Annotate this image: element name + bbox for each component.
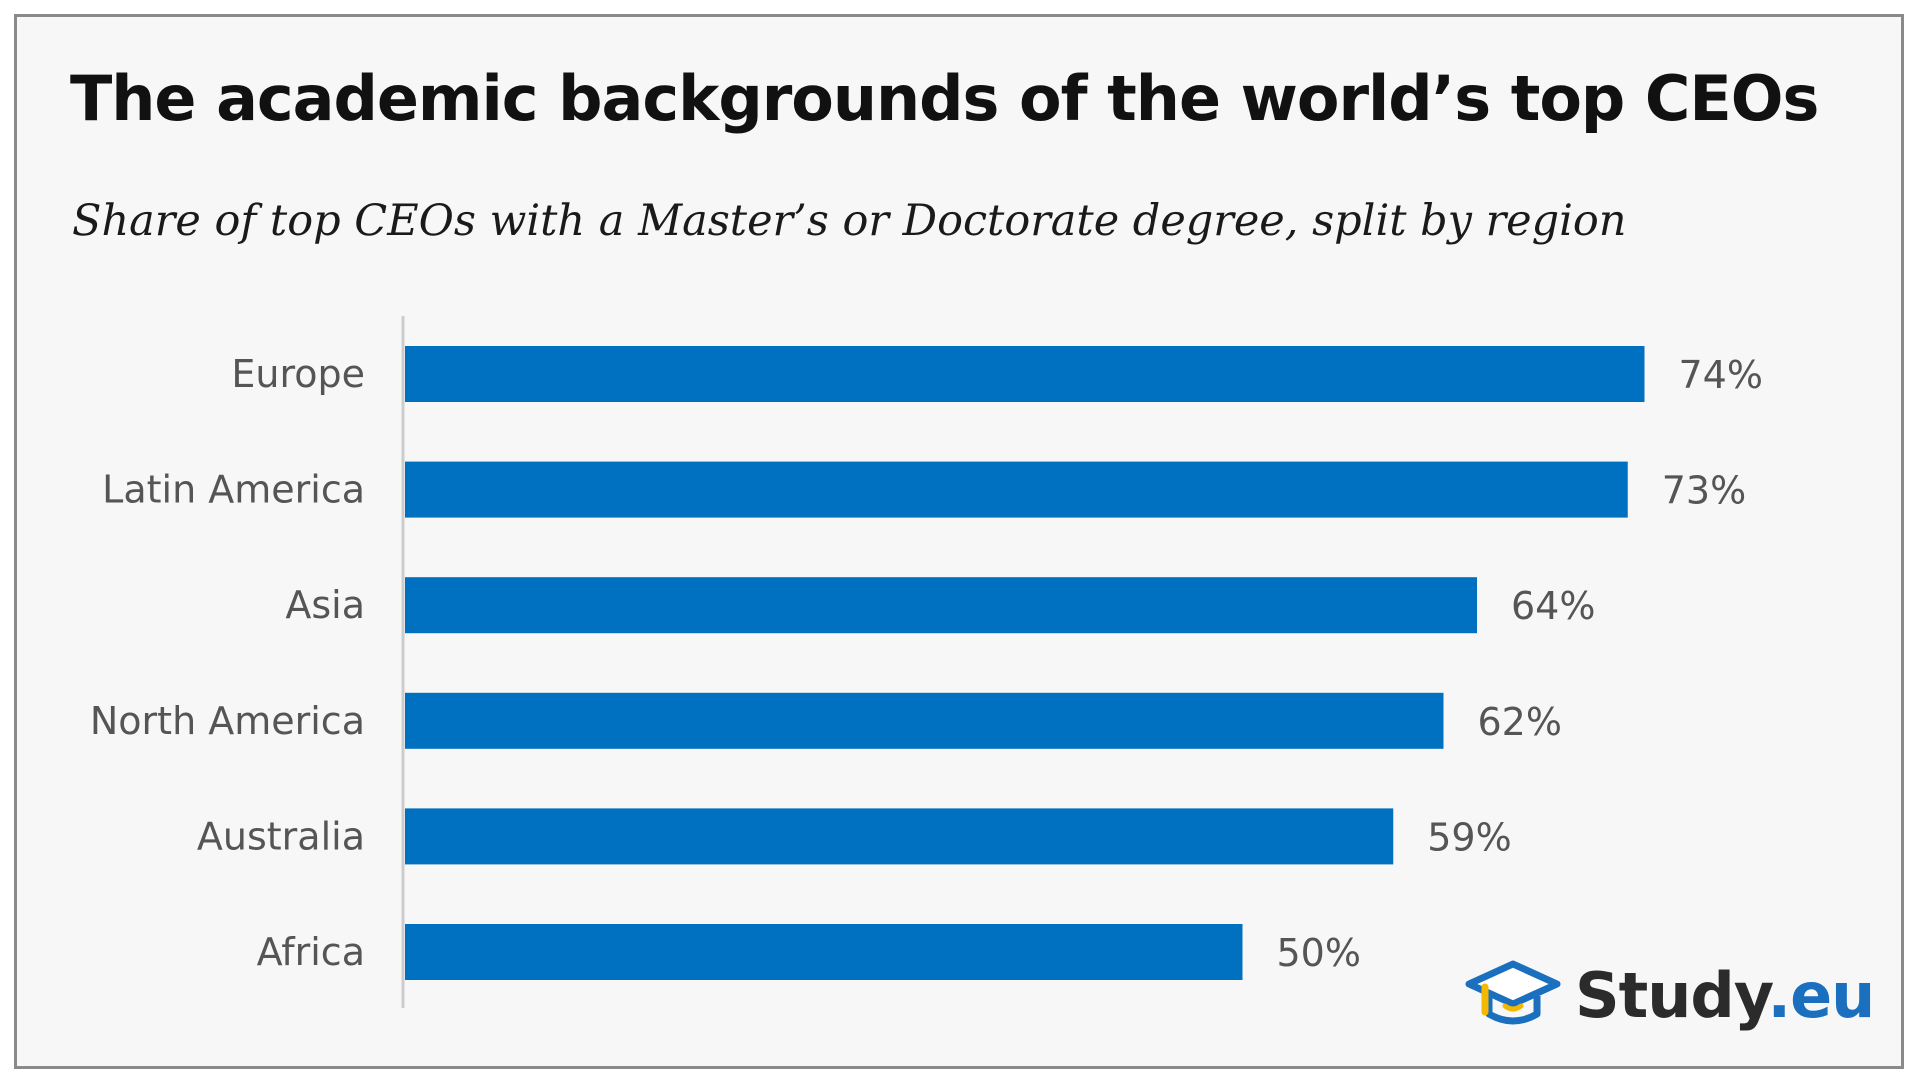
- chart-subtitle: Share of top CEOs with a Master’s or Doc…: [72, 196, 1627, 246]
- value-label: 50%: [1277, 931, 1361, 975]
- study-eu-logo: Study.eu: [1465, 955, 1876, 1035]
- logo-text-accent: .eu: [1767, 958, 1876, 1032]
- bar-latin-america: [405, 461, 1628, 518]
- bar-australia: [405, 808, 1394, 865]
- value-label: 74%: [1679, 353, 1763, 397]
- chart-title: The academic backgrounds of the world’s …: [70, 62, 1819, 135]
- category-label: Australia: [197, 814, 365, 858]
- category-label: North America: [90, 699, 365, 743]
- graduation-cap-icon: [1465, 960, 1561, 1025]
- value-label: 64%: [1511, 584, 1595, 628]
- category-label: Africa: [257, 930, 365, 974]
- value-label: 73%: [1662, 469, 1746, 513]
- bar-asia: [405, 577, 1477, 634]
- bar-africa: [405, 924, 1243, 980]
- chart-frame: [14, 14, 1904, 1069]
- logo-text-main: Study: [1575, 958, 1769, 1032]
- bar-north-america: [405, 692, 1444, 749]
- category-label: Asia: [285, 583, 365, 627]
- value-label: 59%: [1427, 815, 1511, 859]
- bar-europe: [405, 346, 1645, 402]
- category-label: Latin America: [102, 468, 365, 512]
- logo-wordmark: Study.eu: [1575, 958, 1876, 1032]
- value-label: 62%: [1478, 700, 1562, 744]
- category-label: Europe: [231, 352, 365, 396]
